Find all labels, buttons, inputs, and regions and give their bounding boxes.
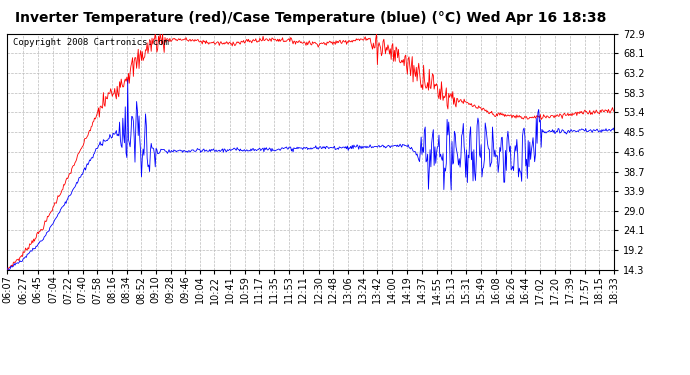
Text: Copyright 2008 Cartronics.com: Copyright 2008 Cartronics.com — [13, 39, 169, 48]
Text: Inverter Temperature (red)/Case Temperature (blue) (°C) Wed Apr 16 18:38: Inverter Temperature (red)/Case Temperat… — [14, 11, 607, 25]
